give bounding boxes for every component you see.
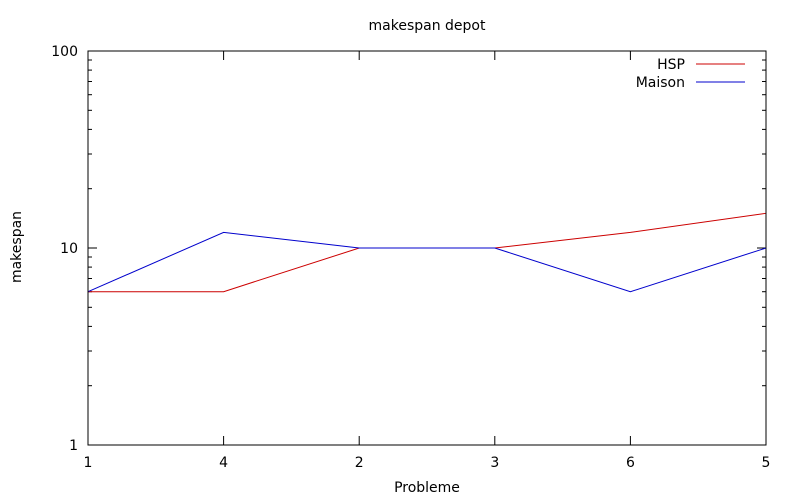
legend-label: Maison [636, 75, 685, 91]
x-tick-label: 5 [762, 455, 771, 471]
axis-ticks: 1 4 2 3 6 5 1 10 100 [51, 44, 770, 471]
x-tick-label: 6 [626, 455, 635, 471]
x-tick-label: 2 [355, 455, 364, 471]
y-tick-label: 1 [69, 438, 78, 454]
plot-frame [87, 50, 767, 446]
y-axis-label: makespan [9, 211, 25, 283]
y-tick-label: 10 [60, 241, 78, 257]
series-line-hsp [88, 212, 767, 293]
legend: HSP Maison [636, 57, 745, 91]
x-tick-label: 1 [84, 455, 93, 471]
chart-title: makespan depot [369, 18, 486, 34]
x-tick-label: 3 [490, 455, 499, 471]
x-tick-label: 4 [219, 455, 228, 471]
legend-label: HSP [657, 57, 685, 73]
series-line-maison [87, 231, 767, 293]
y-tick-label: 100 [51, 44, 78, 60]
x-axis-label: Probleme [394, 480, 460, 496]
series-layer [87, 212, 767, 293]
